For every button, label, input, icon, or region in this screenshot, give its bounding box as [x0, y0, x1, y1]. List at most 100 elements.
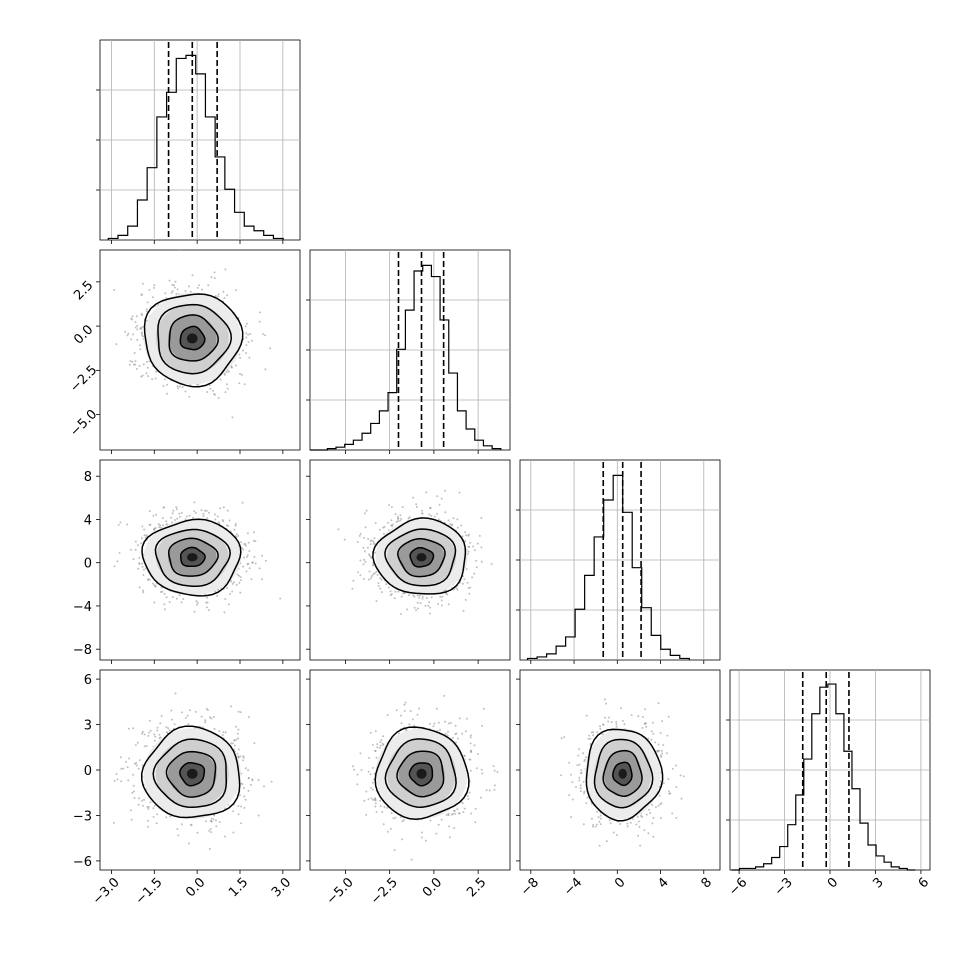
sample-point [227, 603, 230, 606]
sample-point [254, 540, 257, 543]
sample-point [470, 749, 472, 752]
sample-point [462, 582, 465, 585]
sample-point [436, 495, 439, 498]
contour-line-3 [141, 518, 242, 597]
sample-point [460, 524, 463, 527]
sample-point [143, 534, 146, 537]
sample-point [390, 593, 393, 596]
sample-point [245, 556, 248, 558]
sample-point [473, 744, 476, 747]
sample-point [168, 279, 171, 282]
sample-point [168, 729, 171, 732]
sample-point [250, 578, 253, 581]
sample-point [631, 818, 634, 820]
sample-point [163, 603, 166, 606]
contour-line-0 [179, 325, 206, 351]
sample-point [382, 744, 385, 746]
sample-point [468, 791, 471, 794]
sample-point [155, 822, 158, 825]
sample-point [221, 734, 224, 737]
sample-point [223, 611, 226, 614]
sample-point [657, 743, 660, 746]
sample-point [159, 722, 162, 725]
sample-point [406, 608, 409, 611]
sample-point [598, 820, 601, 823]
x-tick-label: −1.5 [133, 875, 166, 908]
sample-point [458, 717, 461, 720]
sample-point [568, 794, 571, 797]
sample-point [465, 568, 468, 571]
sample-point [362, 578, 365, 580]
sample-point [242, 565, 245, 568]
sample-point [225, 383, 228, 386]
sample-point [660, 817, 662, 820]
scatter-content [113, 250, 272, 419]
sample-point [337, 528, 340, 531]
sample-point [477, 753, 479, 755]
sample-point [156, 813, 159, 816]
sample-point [262, 333, 265, 336]
sample-point [132, 784, 135, 787]
sample-point [440, 599, 443, 602]
sample-point [370, 575, 373, 577]
sample-point [208, 829, 211, 832]
sample-point [201, 288, 203, 291]
sample-point [253, 742, 256, 745]
sample-point [113, 779, 116, 782]
sample-point [493, 769, 496, 772]
sample-point [357, 571, 359, 574]
sample-point [245, 332, 248, 335]
sample-point [475, 566, 478, 569]
sample-point [412, 496, 415, 499]
sample-point [579, 787, 582, 790]
sample-point [421, 597, 424, 600]
sample-point [469, 769, 472, 772]
sample-point [132, 727, 135, 730]
sample-point [173, 723, 176, 726]
sample-point [448, 836, 451, 839]
sample-point [449, 722, 452, 724]
contour-line-3 [143, 293, 244, 388]
sample-point [226, 587, 228, 589]
sample-point [415, 609, 417, 612]
y-tick-label: 4 [84, 513, 92, 528]
sample-point [223, 835, 226, 838]
sample-point [657, 804, 660, 807]
sample-point [589, 742, 592, 745]
scatter-points [112, 692, 273, 850]
sample-point [135, 764, 138, 767]
sample-point [141, 282, 144, 285]
sample-point [424, 604, 427, 607]
sample-point [134, 548, 137, 551]
sample-point [363, 550, 366, 553]
sample-point [269, 347, 272, 350]
sample-point [236, 752, 239, 755]
contour-line-3 [585, 728, 664, 822]
sample-point [594, 825, 597, 828]
sample-point [171, 718, 173, 721]
sample-point [170, 516, 173, 519]
sample-point [115, 343, 118, 346]
sample-point [240, 805, 243, 808]
sample-point [148, 510, 151, 513]
sample-point [167, 727, 170, 730]
sample-point [397, 517, 400, 520]
sample-point [142, 568, 145, 571]
contour-line-0 [179, 546, 206, 568]
sample-point [449, 523, 452, 526]
sample-point [421, 512, 424, 515]
sample-point [601, 733, 604, 736]
contour-line-1 [168, 314, 219, 362]
sample-point [413, 724, 416, 727]
sample-point [257, 814, 260, 817]
sample-point [173, 286, 176, 289]
sample-point [454, 812, 457, 815]
sample-point [362, 563, 365, 566]
sample-point [131, 315, 134, 318]
sample-point [119, 756, 122, 759]
sample-point [120, 780, 123, 783]
sample-point [270, 780, 273, 783]
sample-point [425, 597, 428, 600]
sample-point [429, 606, 431, 609]
sample-point [244, 543, 247, 546]
